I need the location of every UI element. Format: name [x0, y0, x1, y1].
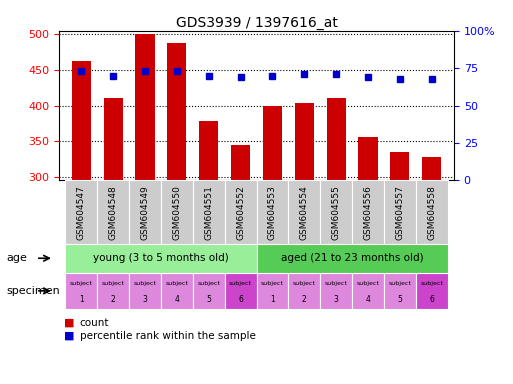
Bar [416, 273, 448, 309]
Bar [320, 180, 352, 244]
Text: 2: 2 [302, 296, 307, 305]
Bar [97, 180, 129, 244]
Bar [97, 273, 129, 309]
Text: subject: subject [165, 281, 188, 286]
Text: subject: subject [133, 281, 156, 286]
Text: 3: 3 [143, 296, 147, 305]
Text: GSM604547: GSM604547 [77, 185, 86, 240]
Bar [161, 273, 193, 309]
Bar [135, 34, 154, 180]
Text: subject: subject [261, 281, 284, 286]
Bar [256, 180, 288, 244]
Bar [352, 273, 384, 309]
Text: 5: 5 [206, 296, 211, 305]
Bar [256, 244, 448, 273]
Bar [193, 180, 225, 244]
Bar [390, 152, 409, 180]
Bar [263, 106, 282, 180]
Text: specimen: specimen [6, 286, 60, 296]
Text: 5: 5 [398, 296, 402, 305]
Text: ■: ■ [64, 318, 74, 328]
Text: count: count [80, 318, 109, 328]
Text: GSM604548: GSM604548 [109, 185, 117, 240]
Text: GSM604558: GSM604558 [427, 185, 436, 240]
Bar [327, 98, 346, 180]
Text: 1: 1 [79, 296, 84, 305]
Text: 3: 3 [333, 296, 339, 305]
Bar [72, 61, 91, 180]
Bar [352, 180, 384, 244]
Text: subject: subject [198, 281, 220, 286]
Bar [416, 180, 448, 244]
Bar [384, 180, 416, 244]
Bar [161, 180, 193, 244]
Text: 4: 4 [366, 296, 370, 305]
Bar [320, 273, 352, 309]
Text: GSM604554: GSM604554 [300, 185, 309, 240]
Bar [225, 273, 256, 309]
Text: 1: 1 [270, 296, 275, 305]
Bar [65, 244, 256, 273]
Text: GSM604557: GSM604557 [396, 185, 404, 240]
Text: ■: ■ [64, 331, 74, 341]
Text: GSM604552: GSM604552 [236, 185, 245, 240]
Bar [384, 273, 416, 309]
Text: GSM604551: GSM604551 [204, 185, 213, 240]
Bar [359, 137, 378, 180]
Text: age: age [6, 253, 27, 263]
Bar [104, 98, 123, 180]
Text: 2: 2 [111, 296, 115, 305]
Text: GSM604555: GSM604555 [331, 185, 341, 240]
Text: GSM604556: GSM604556 [364, 185, 372, 240]
Bar [225, 180, 256, 244]
Bar [65, 273, 97, 309]
Text: subject: subject [357, 281, 380, 286]
Bar [129, 180, 161, 244]
Text: GSM604549: GSM604549 [141, 185, 149, 240]
Text: percentile rank within the sample: percentile rank within the sample [80, 331, 255, 341]
Text: GSM604550: GSM604550 [172, 185, 182, 240]
Bar [129, 273, 161, 309]
Bar [199, 121, 218, 180]
Bar [288, 273, 320, 309]
Text: subject: subject [420, 281, 443, 286]
Text: young (3 to 5 months old): young (3 to 5 months old) [93, 253, 229, 263]
Text: subject: subject [388, 281, 411, 286]
Bar [167, 43, 186, 180]
Bar [256, 273, 288, 309]
Title: GDS3939 / 1397616_at: GDS3939 / 1397616_at [175, 16, 338, 30]
Text: subject: subject [229, 281, 252, 286]
Bar [65, 180, 97, 244]
Text: GSM604553: GSM604553 [268, 185, 277, 240]
Text: subject: subject [70, 281, 93, 286]
Bar [288, 180, 320, 244]
Text: subject: subject [325, 281, 348, 286]
Bar [295, 103, 314, 180]
Bar [193, 273, 225, 309]
Text: aged (21 to 23 months old): aged (21 to 23 months old) [281, 253, 423, 263]
Bar [422, 157, 441, 180]
Text: 6: 6 [238, 296, 243, 305]
Bar [231, 145, 250, 180]
Text: 4: 4 [174, 296, 180, 305]
Text: subject: subject [293, 281, 315, 286]
Text: subject: subject [102, 281, 125, 286]
Text: 6: 6 [429, 296, 434, 305]
